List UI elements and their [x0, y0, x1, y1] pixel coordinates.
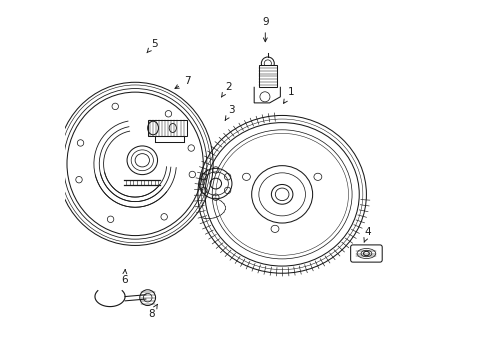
Text: 5: 5 [146, 39, 158, 53]
Text: 8: 8 [148, 304, 157, 319]
Text: 3: 3 [224, 105, 235, 120]
Text: 2: 2 [221, 82, 231, 97]
Text: 9: 9 [262, 17, 268, 42]
Text: 4: 4 [363, 227, 371, 242]
Text: 1: 1 [283, 87, 294, 103]
Text: 7: 7 [175, 76, 190, 89]
Text: 6: 6 [121, 270, 127, 285]
Bar [258, 65, 276, 87]
Bar [147, 120, 187, 136]
